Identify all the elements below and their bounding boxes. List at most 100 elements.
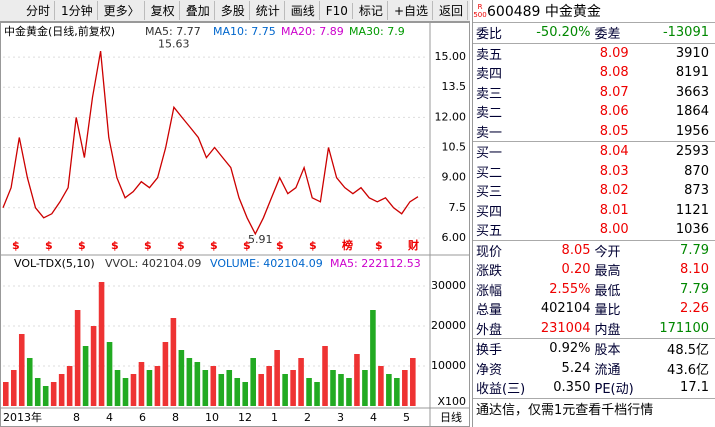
value: 43.6亿: [667, 362, 709, 378]
event-marker: $: [210, 239, 218, 252]
volume: 1956: [675, 123, 709, 139]
volume-bar: [322, 346, 328, 406]
label: 流通: [594, 362, 621, 378]
vol-label: VOLUME: 402104.09: [210, 257, 323, 270]
value: 7.79: [680, 281, 709, 297]
label: 今开: [594, 244, 621, 260]
toolbar-button[interactable]: 画线: [287, 1, 320, 20]
event-marker: 财: [407, 238, 419, 252]
volume-bar: [194, 362, 201, 406]
volume-bar: [242, 382, 249, 406]
volume: 8191: [675, 65, 709, 81]
y-tick-label: 13.5: [442, 80, 467, 93]
volume-bar: [298, 358, 304, 406]
event-marker: $: [177, 239, 185, 252]
toolbar-button[interactable]: 统计: [252, 1, 285, 20]
quote-row: 通达信，仅需1元查看千档行情: [473, 397, 715, 419]
quote-row: 买二 8.03 870: [473, 162, 715, 182]
volume: 873: [684, 183, 709, 199]
quote-row: 委比 -50.20% 委差 -13091: [473, 23, 715, 43]
vol-title: VOL-TDX(5,10): [14, 257, 95, 270]
x-label: 4: [106, 411, 113, 424]
x-label: 10: [205, 411, 219, 424]
value: 402104: [540, 301, 591, 317]
quote-header: R 500 600489 中金黄金: [473, 0, 715, 23]
quote-row: 收益(三) 0.350 PE(动) 17.1: [473, 378, 715, 398]
badge-top: R: [477, 3, 483, 11]
volume-bar: [202, 370, 209, 406]
volume: 3663: [675, 84, 709, 100]
volume-bar: [306, 378, 312, 406]
volume-bar: [186, 358, 193, 406]
ma-label: MA30: 7.9: [349, 25, 405, 38]
volume-bar: [3, 382, 9, 406]
period-button[interactable]: 日线: [440, 410, 462, 424]
price-line: [2, 50, 419, 236]
label: 卖四: [476, 67, 503, 83]
quote-row: 总量 402104 量比 2.26: [473, 299, 715, 319]
volume-bar: [338, 374, 344, 406]
volume: 1121: [675, 202, 709, 218]
volume-bar: [74, 310, 81, 406]
price: 8.05: [599, 123, 629, 139]
quote-row: 买一 8.04 2593: [473, 141, 715, 162]
quote-row: 买五 8.00 1036: [473, 220, 715, 240]
volume-bar: [178, 350, 185, 406]
label: 现价: [476, 244, 503, 260]
value: 231004: [540, 320, 591, 336]
high-label: 15.63: [158, 37, 190, 50]
volume-bar: [18, 334, 25, 406]
label: 买一: [476, 146, 503, 162]
toolbar-button[interactable]: 叠加: [182, 1, 215, 20]
value: 2.26: [680, 301, 709, 317]
volume-bar: [122, 378, 129, 406]
quote-row: 涨跌 0.20 最高 8.10: [473, 260, 715, 280]
value: 0.92%: [549, 341, 591, 357]
volume: 3910: [675, 45, 709, 61]
volume-bar: [258, 374, 264, 406]
toolbar-button[interactable]: 1分钟: [57, 1, 98, 20]
label: 内盘: [594, 322, 621, 338]
label: 外盘: [476, 322, 503, 338]
toolbar-button[interactable]: 返回: [435, 1, 469, 20]
toolbar-button[interactable]: F10: [322, 2, 353, 19]
toolbar-button[interactable]: 更多〉: [100, 1, 145, 20]
value: 8.05: [561, 242, 591, 258]
toolbar-button[interactable]: +自选: [390, 1, 433, 20]
quote-row: 外盘 231004 内盘 171100: [473, 319, 715, 339]
volume-bar: [90, 326, 97, 406]
label: 最高: [594, 264, 621, 280]
volume-bar: [10, 370, 17, 406]
toolbar-button[interactable]: 多股: [217, 1, 250, 20]
x-label: 6: [139, 411, 146, 424]
event-marker: $: [78, 239, 86, 252]
volume-bar: [354, 354, 360, 406]
volume-bar: [130, 374, 137, 406]
label: 总量: [476, 303, 503, 319]
vol-label: MA5: 222112.53: [330, 257, 421, 270]
volume-bar: [250, 358, 256, 406]
volume-bar: [330, 370, 336, 406]
toolbar-button[interactable]: 标记: [355, 1, 388, 20]
price: 8.04: [599, 144, 629, 160]
label: 买四: [476, 204, 503, 220]
y-tick-label: 20000: [431, 319, 466, 332]
toolbar-button[interactable]: 复权: [147, 1, 180, 20]
label: 最低: [594, 283, 621, 299]
event-marker: $: [276, 239, 284, 252]
value: -13091: [662, 25, 709, 41]
label: 涨跌: [476, 264, 503, 280]
label: 委差: [594, 27, 621, 43]
value: 0.350: [553, 380, 591, 396]
label: PE(动): [594, 382, 634, 398]
value: 171100: [659, 320, 709, 336]
label: 卖三: [476, 86, 503, 102]
volume-bar: [162, 342, 169, 406]
price: 8.09: [599, 45, 629, 61]
quote-row: 现价 8.05 今开 7.79: [473, 239, 715, 261]
event-marker: $: [243, 239, 251, 252]
toolbar-button[interactable]: 分时: [22, 1, 56, 20]
price: 8.08: [599, 65, 629, 81]
volume-bar: [266, 366, 272, 406]
ma-label: MA20: 7.89: [281, 25, 344, 38]
